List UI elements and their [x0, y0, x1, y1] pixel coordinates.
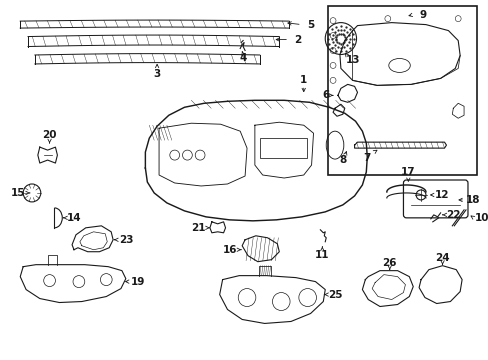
- Text: 10: 10: [473, 213, 488, 223]
- Text: 23: 23: [119, 235, 134, 245]
- Text: 17: 17: [400, 167, 415, 177]
- Bar: [259, 138, 306, 158]
- Bar: [327, 6, 476, 175]
- Text: 5: 5: [306, 19, 314, 30]
- Text: 4: 4: [239, 54, 246, 63]
- Text: 22: 22: [445, 210, 460, 220]
- Text: 12: 12: [434, 190, 449, 200]
- Text: 9: 9: [419, 10, 426, 20]
- Text: 18: 18: [465, 195, 479, 205]
- Text: 7: 7: [363, 153, 370, 163]
- Text: 3: 3: [153, 69, 161, 80]
- Text: 2: 2: [294, 35, 301, 45]
- Text: 11: 11: [314, 250, 329, 260]
- Text: 8: 8: [339, 155, 346, 165]
- Text: 25: 25: [327, 289, 342, 300]
- Text: 20: 20: [42, 130, 57, 140]
- Text: 15: 15: [11, 188, 25, 198]
- Text: 16: 16: [223, 245, 237, 255]
- Text: 21: 21: [190, 223, 205, 233]
- Text: 1: 1: [300, 75, 307, 85]
- Text: 19: 19: [130, 276, 144, 287]
- Text: 14: 14: [66, 213, 81, 223]
- Text: 26: 26: [382, 258, 396, 268]
- Text: 24: 24: [434, 253, 449, 263]
- Text: 13: 13: [345, 55, 359, 66]
- Text: 6: 6: [322, 90, 329, 100]
